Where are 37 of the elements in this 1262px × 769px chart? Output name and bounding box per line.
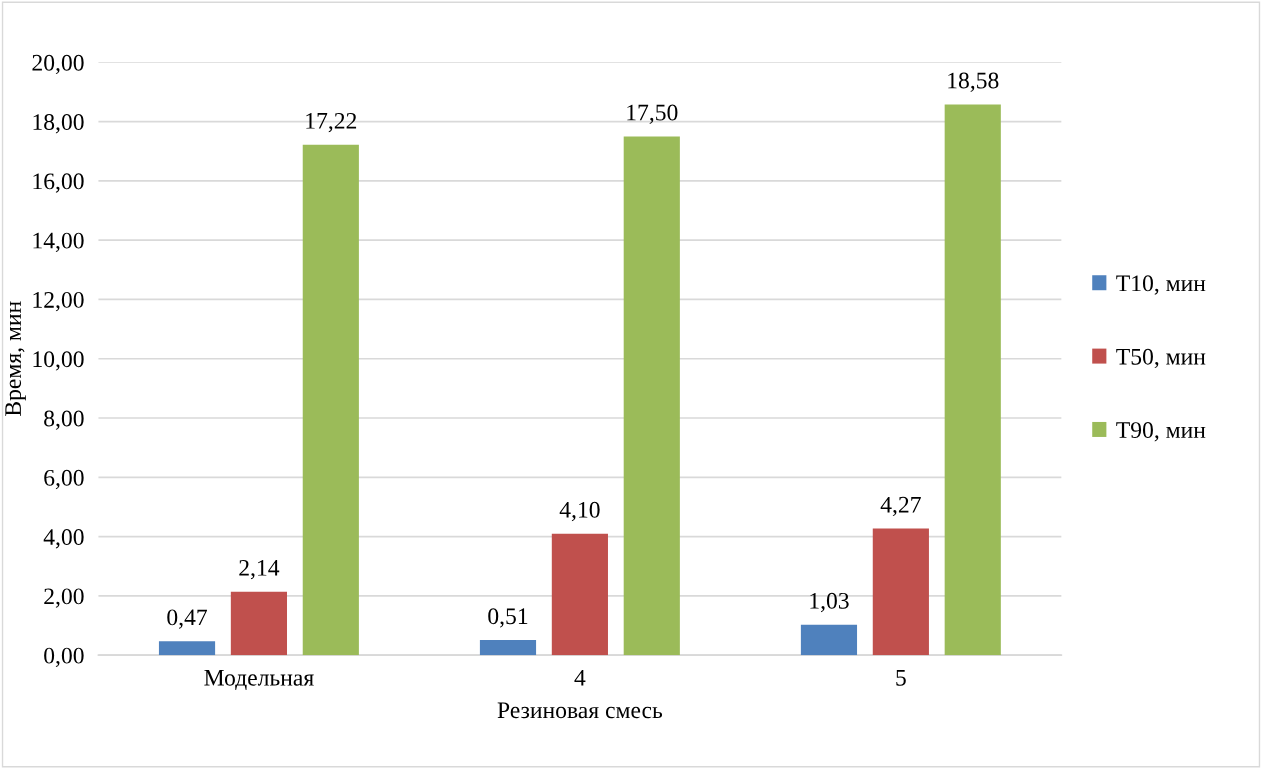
bar <box>479 640 537 656</box>
bar <box>302 144 359 656</box>
bar <box>158 641 216 656</box>
bar <box>623 136 680 656</box>
data-label: 2,14 <box>239 559 280 580</box>
y-axis-title: Время, мин <box>5 301 26 416</box>
bar <box>551 533 608 656</box>
bar <box>872 528 929 656</box>
data-label: 0,51 <box>488 608 528 628</box>
bar <box>230 591 288 656</box>
data-label: 4,10 <box>559 501 600 522</box>
data-label: 18,58 <box>948 72 999 92</box>
y-tick-label: 4,00 <box>43 529 84 549</box>
data-label: 4,27 <box>880 496 921 517</box>
x-axis-title: Резиновая смесь <box>497 702 663 719</box>
x-tick-label: Модельная <box>204 670 314 691</box>
x-tick-label: 4 <box>574 669 586 686</box>
data-label: 17,22 <box>306 112 357 133</box>
y-tick-label: 2,00 <box>44 588 84 608</box>
y-tick-label: 6,00 <box>44 469 84 490</box>
y-tick-label: 20,00 <box>32 54 84 75</box>
y-tick-label: 14,00 <box>33 232 84 252</box>
y-tick-label: 16,00 <box>33 173 84 193</box>
y-tick-label: 8,00 <box>44 410 84 430</box>
x-tick-label: 5 <box>896 670 906 686</box>
bar <box>800 624 858 656</box>
y-tick-label: 18,00 <box>33 114 84 134</box>
y-tick-label: 10,00 <box>33 351 84 371</box>
legend-label: T90, мин <box>1116 422 1206 442</box>
data-label: 17,50 <box>627 104 678 124</box>
y-tick-label: 0,00 <box>44 647 84 668</box>
data-label: 0,47 <box>167 609 207 629</box>
bar <box>944 104 1001 656</box>
data-label: 1,03 <box>810 592 849 613</box>
y-tick-label: 12,00 <box>33 291 84 312</box>
legend-label: T10, мин <box>1116 275 1206 295</box>
legend-label: T50, мин <box>1116 348 1206 369</box>
